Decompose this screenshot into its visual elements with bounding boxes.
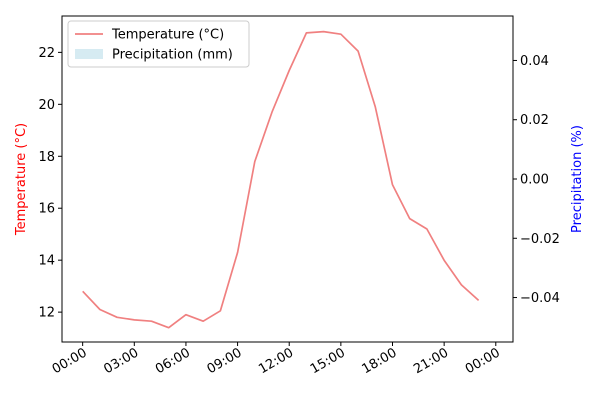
y2-axis-label: Precipitation (%)	[570, 125, 585, 233]
legend-entry-label: Precipitation (mm)	[112, 48, 233, 63]
y2-tick-label: −0.02	[520, 232, 560, 247]
y-axis-label: Temperature (°C)	[14, 123, 29, 236]
y2-tick-label: −0.04	[520, 291, 560, 306]
x-tick-label: 03:00	[101, 345, 141, 377]
y-tick-label: 16	[38, 202, 55, 217]
x-tick-label: 12:00	[256, 345, 296, 377]
plot-area	[62, 16, 513, 342]
temperature-line	[82, 30, 480, 329]
legend-box	[67, 20, 250, 68]
y-tick-label: 14	[38, 254, 55, 269]
y-tick-label: 18	[38, 150, 55, 165]
series-layer	[82, 30, 480, 329]
legend: Temperature (°C) Precipitation (mm)	[67, 20, 250, 68]
y-tick-label: 12	[38, 306, 55, 321]
y-tick-label: 20	[38, 98, 55, 113]
x-tick-label: 21:00	[411, 345, 451, 377]
x-tick-label: 09:00	[205, 345, 245, 377]
x-tick-label: 15:00	[308, 345, 348, 377]
y2-tick-label: 0.02	[520, 113, 549, 128]
x-tick-label: 00:00	[463, 345, 503, 377]
legend-area-swatch	[75, 49, 103, 59]
y2-tick-label: 0.04	[520, 54, 549, 69]
y2-tick-label: 0.00	[520, 173, 549, 188]
x-tick-label: 06:00	[153, 345, 193, 377]
x-tick-label: 00:00	[50, 345, 90, 377]
y-tick-label: 22	[38, 46, 55, 61]
x-tick-label: 18:00	[360, 345, 400, 377]
legend-entry-label: Temperature (°C)	[111, 28, 224, 43]
